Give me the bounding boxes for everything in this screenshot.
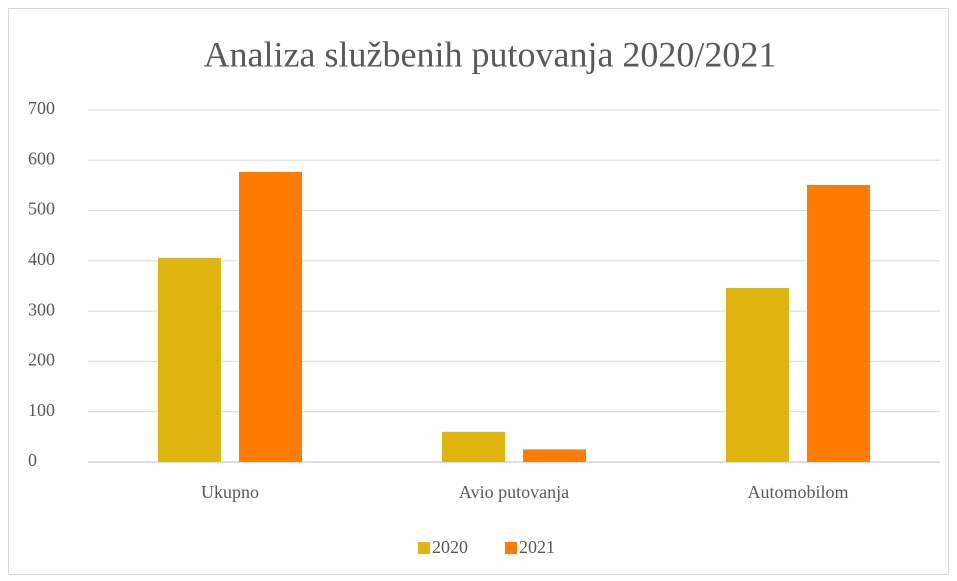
bar (158, 257, 221, 462)
bar (807, 184, 870, 462)
legend-label: 2021 (519, 537, 555, 557)
y-tick-label: 100 (28, 400, 55, 420)
x-tick-label: Avio putovanja (459, 482, 569, 502)
x-tick-label: Automobilom (747, 482, 848, 502)
y-tick-label: 200 (28, 350, 55, 370)
legend-swatch (418, 542, 430, 554)
x-tick-label: Ukupno (201, 482, 259, 502)
chart-title: Analiza službenih putovanja 2020/2021 (204, 34, 777, 74)
bar (442, 431, 505, 462)
bar (726, 288, 789, 462)
y-tick-label: 400 (28, 249, 55, 269)
y-tick-label: 600 (28, 148, 55, 168)
legend-swatch (505, 542, 517, 554)
y-tick-label: 0 (28, 450, 37, 470)
bar (523, 449, 586, 462)
y-tick-label: 500 (28, 199, 55, 219)
y-tick-label: 300 (28, 299, 55, 319)
legend-label: 2020 (432, 537, 468, 557)
y-tick-label: 700 (28, 98, 55, 118)
bar (239, 171, 302, 462)
